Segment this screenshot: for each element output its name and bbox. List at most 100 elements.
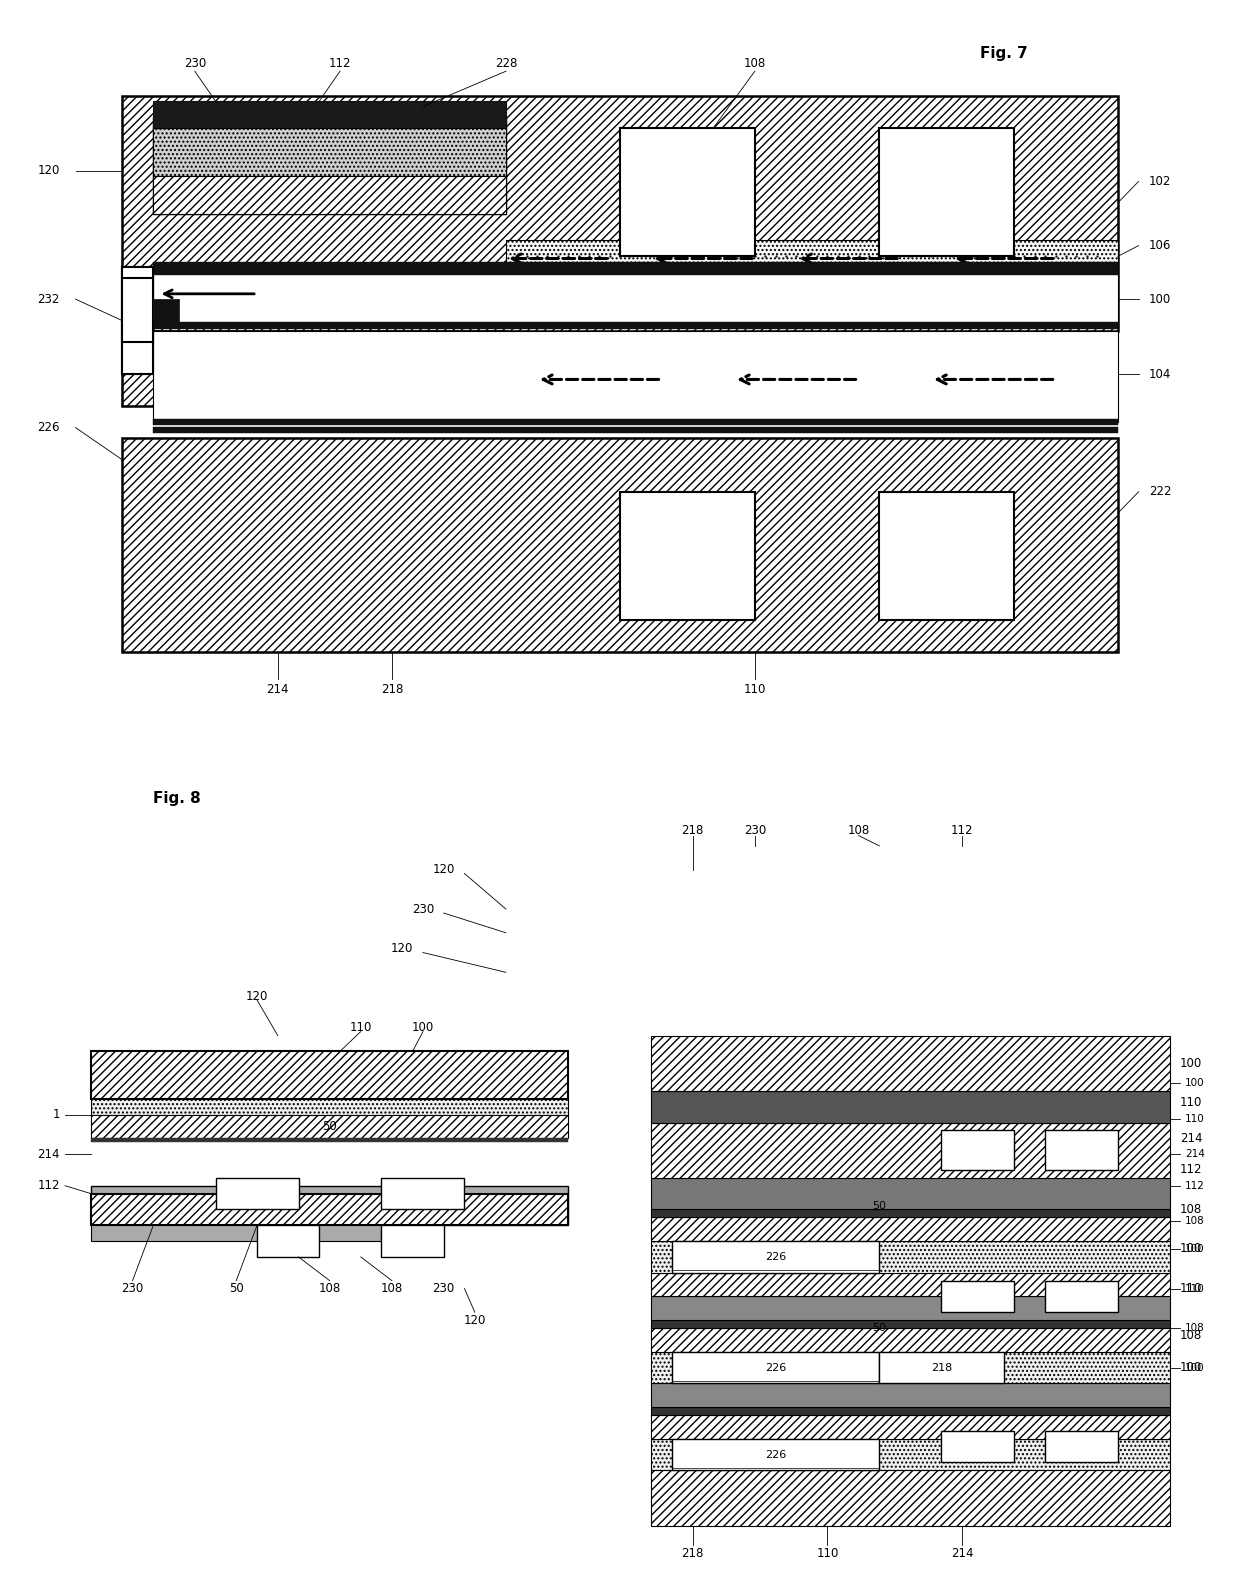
- Bar: [651, 1036, 1169, 1091]
- Text: 120: 120: [464, 1314, 486, 1326]
- Bar: [154, 175, 506, 213]
- Bar: [651, 1091, 1169, 1123]
- Text: 108: 108: [744, 57, 766, 70]
- Bar: [154, 101, 506, 128]
- Bar: [620, 128, 755, 256]
- Text: 120: 120: [391, 942, 413, 955]
- Bar: [154, 272, 1117, 326]
- Text: 218: 218: [682, 1546, 704, 1560]
- Text: 110: 110: [1180, 1096, 1203, 1110]
- Bar: [620, 492, 755, 620]
- Text: 106: 106: [1149, 239, 1172, 251]
- Text: 110: 110: [744, 683, 766, 696]
- Text: 100: 100: [1149, 292, 1171, 305]
- Bar: [123, 267, 154, 375]
- Text: 214: 214: [1185, 1149, 1205, 1159]
- Text: 230: 230: [744, 824, 766, 836]
- Bar: [672, 1439, 879, 1470]
- Text: 50: 50: [322, 1119, 337, 1134]
- Bar: [123, 438, 1117, 653]
- Bar: [941, 1281, 1014, 1312]
- Text: Fig. 8: Fig. 8: [154, 790, 201, 806]
- Bar: [879, 128, 1014, 256]
- Bar: [382, 1225, 444, 1257]
- Bar: [879, 492, 1014, 620]
- Text: 230: 230: [184, 57, 206, 70]
- Text: 100: 100: [1185, 1078, 1205, 1088]
- Text: 226: 226: [765, 1363, 786, 1372]
- Text: 112: 112: [329, 57, 351, 70]
- Bar: [651, 1328, 1169, 1352]
- Text: 110: 110: [1185, 1113, 1205, 1124]
- Text: 100: 100: [1185, 1244, 1205, 1254]
- Bar: [1045, 1281, 1117, 1312]
- Text: 104: 104: [1149, 368, 1172, 381]
- Bar: [123, 267, 154, 375]
- Text: 112: 112: [951, 824, 973, 836]
- Text: 110: 110: [350, 1021, 372, 1034]
- Text: 222: 222: [1149, 485, 1172, 498]
- Bar: [651, 1178, 1169, 1209]
- Bar: [651, 1352, 1169, 1383]
- Text: 50: 50: [229, 1282, 243, 1295]
- Text: 50: 50: [872, 1200, 887, 1211]
- Bar: [91, 1194, 568, 1225]
- Bar: [651, 1470, 1169, 1526]
- Bar: [651, 1296, 1169, 1320]
- Bar: [651, 1217, 1169, 1241]
- Text: 218: 218: [931, 1363, 952, 1372]
- Text: 102: 102: [1149, 175, 1172, 188]
- Bar: [123, 278, 154, 341]
- Text: 120: 120: [37, 164, 60, 177]
- Text: 226: 226: [765, 1450, 786, 1459]
- Bar: [651, 1123, 1169, 1178]
- Text: 100: 100: [1185, 1363, 1205, 1372]
- Bar: [123, 332, 506, 406]
- Text: 230: 230: [412, 903, 434, 915]
- Text: Fig. 7: Fig. 7: [980, 46, 1028, 60]
- Bar: [154, 117, 506, 213]
- Text: 112: 112: [1180, 1164, 1203, 1176]
- Bar: [672, 1241, 879, 1273]
- Text: 120: 120: [246, 990, 268, 1002]
- Bar: [154, 321, 1117, 329]
- Text: 214: 214: [37, 1148, 60, 1160]
- Text: 108: 108: [381, 1282, 403, 1295]
- Bar: [91, 1186, 568, 1225]
- Text: 230: 230: [433, 1282, 455, 1295]
- Bar: [216, 1178, 299, 1209]
- Text: 120: 120: [433, 863, 455, 876]
- Text: 112: 112: [37, 1179, 60, 1192]
- Text: 108: 108: [1180, 1330, 1203, 1342]
- Bar: [941, 1431, 1014, 1462]
- Bar: [506, 240, 1117, 272]
- Bar: [91, 1138, 568, 1141]
- Text: 226: 226: [765, 1252, 786, 1262]
- Text: 108: 108: [1185, 1323, 1205, 1333]
- Text: 50: 50: [872, 1323, 887, 1333]
- Bar: [154, 128, 506, 175]
- Text: 108: 108: [1185, 1216, 1205, 1227]
- Bar: [257, 1225, 319, 1257]
- Bar: [941, 1130, 1014, 1170]
- Text: 214: 214: [1180, 1132, 1203, 1145]
- Bar: [672, 1352, 879, 1383]
- Text: 218: 218: [682, 824, 704, 836]
- Text: 100: 100: [1180, 1243, 1203, 1255]
- Text: 1: 1: [52, 1108, 60, 1121]
- Bar: [651, 1407, 1169, 1415]
- Text: 110: 110: [1185, 1284, 1205, 1293]
- Text: 218: 218: [381, 683, 403, 696]
- Bar: [154, 332, 1117, 422]
- Bar: [651, 1241, 1169, 1273]
- Bar: [154, 427, 1117, 433]
- Bar: [91, 1099, 568, 1115]
- Bar: [651, 1273, 1169, 1296]
- Text: 108: 108: [1180, 1203, 1203, 1216]
- Text: 108: 108: [847, 824, 869, 836]
- Text: 232: 232: [37, 292, 60, 305]
- Text: 110: 110: [816, 1546, 838, 1560]
- Bar: [91, 1115, 568, 1138]
- Bar: [1045, 1130, 1117, 1170]
- Text: 226: 226: [37, 421, 60, 435]
